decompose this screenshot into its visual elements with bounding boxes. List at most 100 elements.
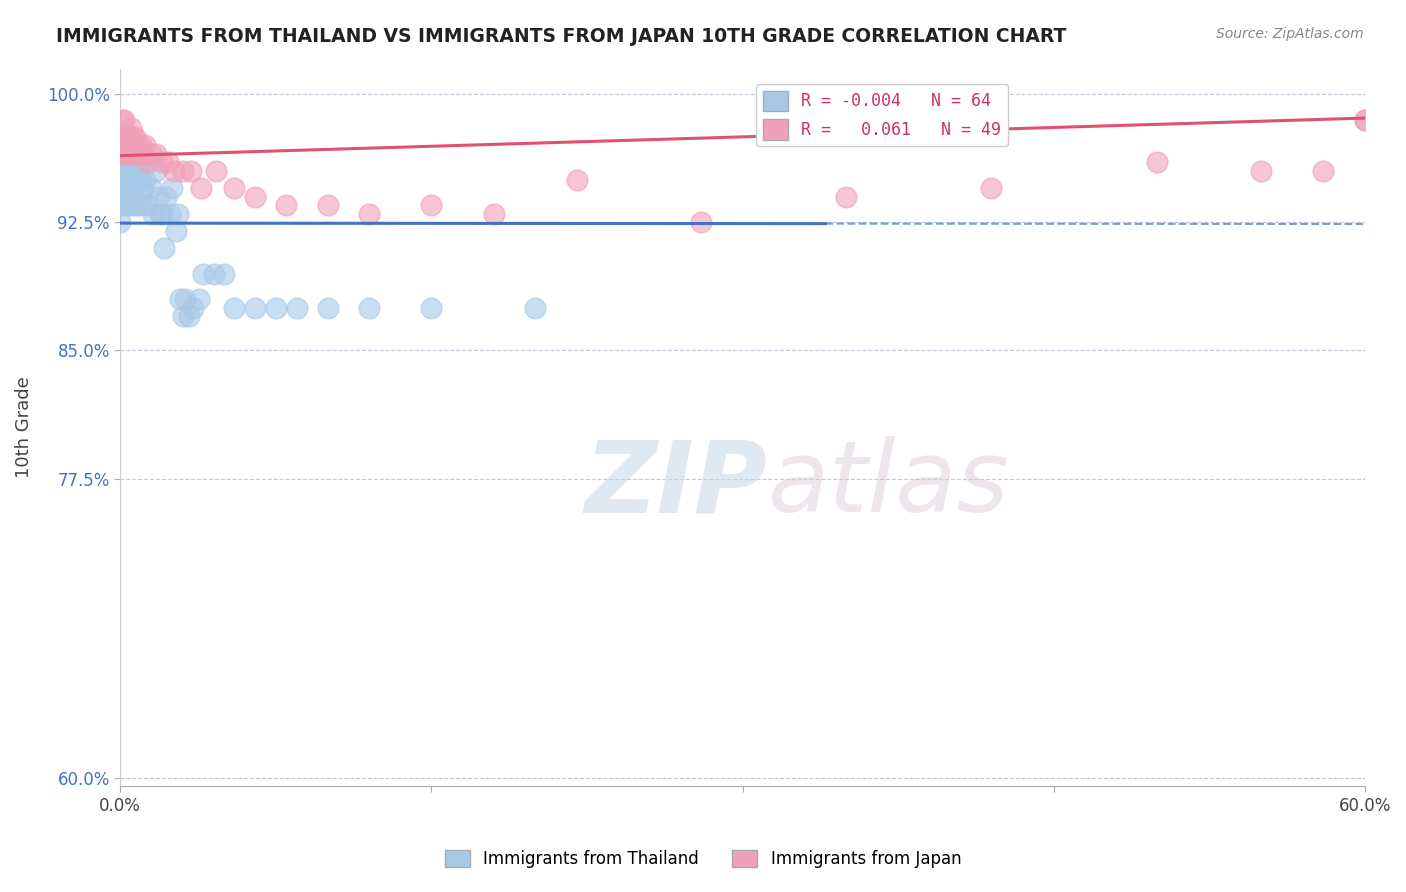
Point bbox=[125, 198, 148, 212]
Point bbox=[193, 267, 215, 281]
Point bbox=[169, 292, 191, 306]
Point bbox=[110, 138, 132, 153]
Point bbox=[115, 129, 138, 144]
Point bbox=[117, 172, 139, 186]
Point bbox=[224, 301, 246, 315]
Point bbox=[359, 207, 381, 221]
Legend: Immigrants from Thailand, Immigrants from Japan: Immigrants from Thailand, Immigrants fro… bbox=[439, 843, 967, 875]
Point bbox=[145, 147, 167, 161]
Point bbox=[316, 301, 339, 315]
Point bbox=[202, 267, 225, 281]
Point bbox=[1354, 112, 1376, 127]
Point bbox=[690, 215, 713, 229]
Point bbox=[190, 181, 212, 195]
Point bbox=[359, 301, 381, 315]
Point bbox=[128, 164, 150, 178]
Point bbox=[111, 181, 134, 195]
Point bbox=[145, 164, 167, 178]
Point bbox=[153, 241, 176, 255]
Point bbox=[1354, 112, 1376, 127]
Point bbox=[111, 129, 134, 144]
Point bbox=[110, 164, 132, 178]
Text: Source: ZipAtlas.com: Source: ZipAtlas.com bbox=[1216, 27, 1364, 41]
Legend: R = -0.004   N = 64, R =   0.061   N = 49: R = -0.004 N = 64, R = 0.061 N = 49 bbox=[756, 84, 1008, 146]
Point bbox=[121, 147, 143, 161]
Point bbox=[114, 155, 136, 169]
Point bbox=[115, 181, 138, 195]
Point bbox=[204, 164, 226, 178]
Point bbox=[117, 129, 139, 144]
Point bbox=[129, 138, 152, 153]
Point bbox=[124, 155, 146, 169]
Point bbox=[111, 164, 134, 178]
Point bbox=[110, 198, 132, 212]
Point bbox=[138, 155, 160, 169]
Point bbox=[285, 301, 308, 315]
Point bbox=[1312, 164, 1334, 178]
Point bbox=[150, 207, 173, 221]
Point bbox=[163, 164, 186, 178]
Point bbox=[111, 155, 134, 169]
Point bbox=[1146, 155, 1168, 169]
Point bbox=[121, 181, 143, 195]
Point bbox=[316, 198, 339, 212]
Point bbox=[141, 147, 163, 161]
Point bbox=[117, 181, 139, 195]
Text: ZIP: ZIP bbox=[585, 436, 768, 533]
Point bbox=[264, 301, 287, 315]
Point bbox=[136, 198, 159, 212]
Point bbox=[114, 172, 136, 186]
Point bbox=[115, 129, 138, 144]
Point bbox=[565, 172, 588, 186]
Point bbox=[114, 198, 136, 212]
Point bbox=[111, 172, 134, 186]
Point bbox=[114, 112, 136, 127]
Point bbox=[124, 129, 146, 144]
Y-axis label: 10th Grade: 10th Grade bbox=[15, 376, 32, 478]
Point bbox=[120, 138, 142, 153]
Point bbox=[146, 189, 169, 203]
Point bbox=[115, 198, 138, 212]
Point bbox=[524, 301, 547, 315]
Text: IMMIGRANTS FROM THAILAND VS IMMIGRANTS FROM JAPAN 10TH GRADE CORRELATION CHART: IMMIGRANTS FROM THAILAND VS IMMIGRANTS F… bbox=[56, 27, 1067, 45]
Point bbox=[129, 172, 152, 186]
Point bbox=[125, 138, 148, 153]
Point bbox=[115, 172, 138, 186]
Point bbox=[276, 198, 298, 212]
Point bbox=[159, 207, 181, 221]
Point bbox=[243, 301, 266, 315]
Point bbox=[420, 198, 443, 212]
Point bbox=[134, 138, 156, 153]
Point bbox=[114, 164, 136, 178]
Point bbox=[124, 147, 146, 161]
Point bbox=[132, 181, 155, 195]
Point bbox=[155, 189, 177, 203]
Point bbox=[114, 181, 136, 195]
Point bbox=[125, 172, 148, 186]
Point bbox=[114, 147, 136, 161]
Point bbox=[115, 164, 138, 178]
Point bbox=[134, 172, 156, 186]
Point bbox=[128, 147, 150, 161]
Point bbox=[120, 181, 142, 195]
Point bbox=[110, 129, 132, 144]
Point bbox=[172, 164, 194, 178]
Point bbox=[188, 292, 211, 306]
Point bbox=[224, 181, 246, 195]
Point bbox=[420, 301, 443, 315]
Point bbox=[115, 147, 138, 161]
Point bbox=[156, 155, 179, 169]
Point bbox=[132, 147, 155, 161]
Point bbox=[121, 129, 143, 144]
Point bbox=[136, 155, 159, 169]
Point bbox=[980, 181, 1002, 195]
Point bbox=[141, 181, 163, 195]
Point bbox=[117, 198, 139, 212]
Point bbox=[120, 155, 142, 169]
Point bbox=[181, 301, 204, 315]
Point bbox=[172, 310, 194, 324]
Point bbox=[212, 267, 235, 281]
Point bbox=[110, 215, 132, 229]
Point bbox=[129, 198, 152, 212]
Point bbox=[180, 164, 202, 178]
